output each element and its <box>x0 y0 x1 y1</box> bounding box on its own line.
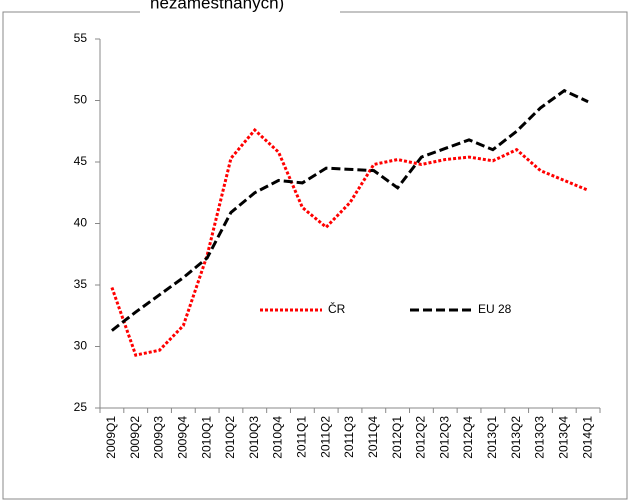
x-tick-label: 2011Q2 <box>318 416 332 458</box>
x-tick-label: 2010Q4 <box>271 416 285 459</box>
y-tick-label: 50 <box>74 93 88 107</box>
legend-label: EU 28 <box>478 302 512 316</box>
legend-label: ČR <box>328 301 346 316</box>
x-tick-label: 2012Q3 <box>437 416 451 459</box>
x-tick-label: 2011Q3 <box>342 416 356 458</box>
x-tick-label: 2014Q1 <box>580 416 594 459</box>
x-tick-label: 2009Q4 <box>176 416 190 459</box>
y-tick-label: 25 <box>74 400 88 414</box>
x-tick-label: 2011Q1 <box>295 416 309 458</box>
x-tick-label: 2013Q3 <box>533 416 547 459</box>
y-tick-label: 35 <box>74 277 88 291</box>
y-tick-label: 30 <box>74 339 88 353</box>
y-tick-label: 45 <box>74 154 88 168</box>
x-tick-label: 2009Q1 <box>104 416 118 459</box>
series-line <box>110 127 589 357</box>
x-tick-label: 2010Q2 <box>223 416 237 459</box>
x-tick-label: 2013Q4 <box>556 416 570 459</box>
y-tick-label: 55 <box>74 31 88 45</box>
x-tick-label: 2012Q2 <box>414 416 428 459</box>
title-backdrop <box>140 0 340 16</box>
x-tick-label: 2012Q4 <box>461 416 475 459</box>
x-tick-label: 2010Q1 <box>199 416 213 459</box>
x-tick-label: 2010Q3 <box>247 416 261 459</box>
x-tick-label: 2013Q2 <box>509 416 523 459</box>
y-tick-label: 40 <box>74 216 88 230</box>
chart-frame <box>2 11 628 500</box>
x-tick-label: 2011Q4 <box>366 416 380 458</box>
series-line <box>110 88 589 332</box>
x-tick-label: 2013Q1 <box>485 416 499 459</box>
x-tick-label: 2009Q3 <box>152 416 166 459</box>
x-tick-label: 2009Q2 <box>128 416 142 459</box>
x-tick-label: 2012Q1 <box>390 416 404 459</box>
chart-title: nezaměstnaných) <box>150 0 284 12</box>
